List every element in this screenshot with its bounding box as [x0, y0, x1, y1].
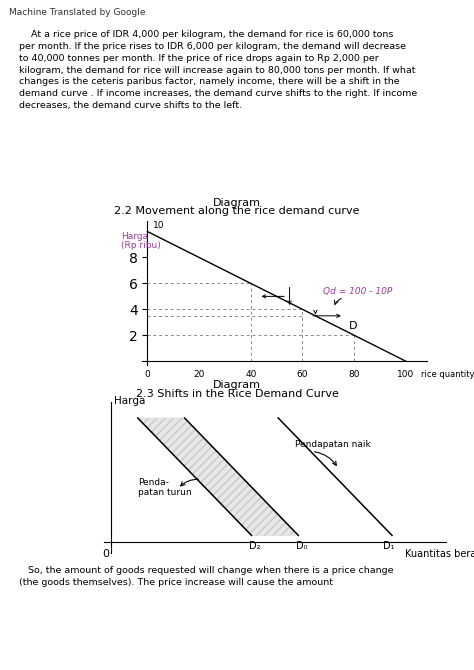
Text: Machine Translated by Google: Machine Translated by Google [9, 8, 146, 17]
Text: Kuantitas beras: Kuantitas beras [405, 549, 474, 559]
Text: At a rice price of IDR 4,000 per kilogram, the demand for rice is 60,000 tons
pe: At a rice price of IDR 4,000 per kilogra… [19, 30, 417, 110]
Text: 2.2 Movement along the rice demand curve: 2.2 Movement along the rice demand curve [114, 206, 360, 216]
Text: rice quantity: rice quantity [421, 371, 474, 379]
Text: 0: 0 [145, 371, 150, 379]
Text: Qd = 100 - 10P: Qd = 100 - 10P [323, 287, 392, 295]
Text: D: D [349, 321, 357, 331]
Text: 10: 10 [153, 221, 164, 230]
Text: Diagram: Diagram [213, 198, 261, 208]
Text: D₀: D₀ [296, 541, 308, 551]
Text: D₁: D₁ [383, 541, 394, 551]
Text: So, the amount of goods requested will change when there is a price change
(the : So, the amount of goods requested will c… [19, 566, 393, 587]
Text: D₂: D₂ [249, 541, 261, 551]
Polygon shape [138, 418, 298, 535]
Text: 80: 80 [348, 371, 360, 379]
Text: Harga: Harga [121, 232, 148, 241]
Text: 60: 60 [297, 371, 308, 379]
Text: (Rp ribu): (Rp ribu) [121, 241, 161, 249]
Text: Harga: Harga [114, 396, 146, 406]
Text: 100: 100 [397, 371, 415, 379]
Text: Penda-
patan turun: Penda- patan turun [138, 478, 191, 497]
Text: Pendapatan naik: Pendapatan naik [295, 440, 371, 449]
Text: 0: 0 [102, 549, 109, 559]
Text: 40: 40 [245, 371, 256, 379]
Text: 20: 20 [193, 371, 205, 379]
Text: 2.3 Shifts in the Rice Demand Curve: 2.3 Shifts in the Rice Demand Curve [136, 389, 338, 399]
Text: Diagram: Diagram [213, 380, 261, 390]
